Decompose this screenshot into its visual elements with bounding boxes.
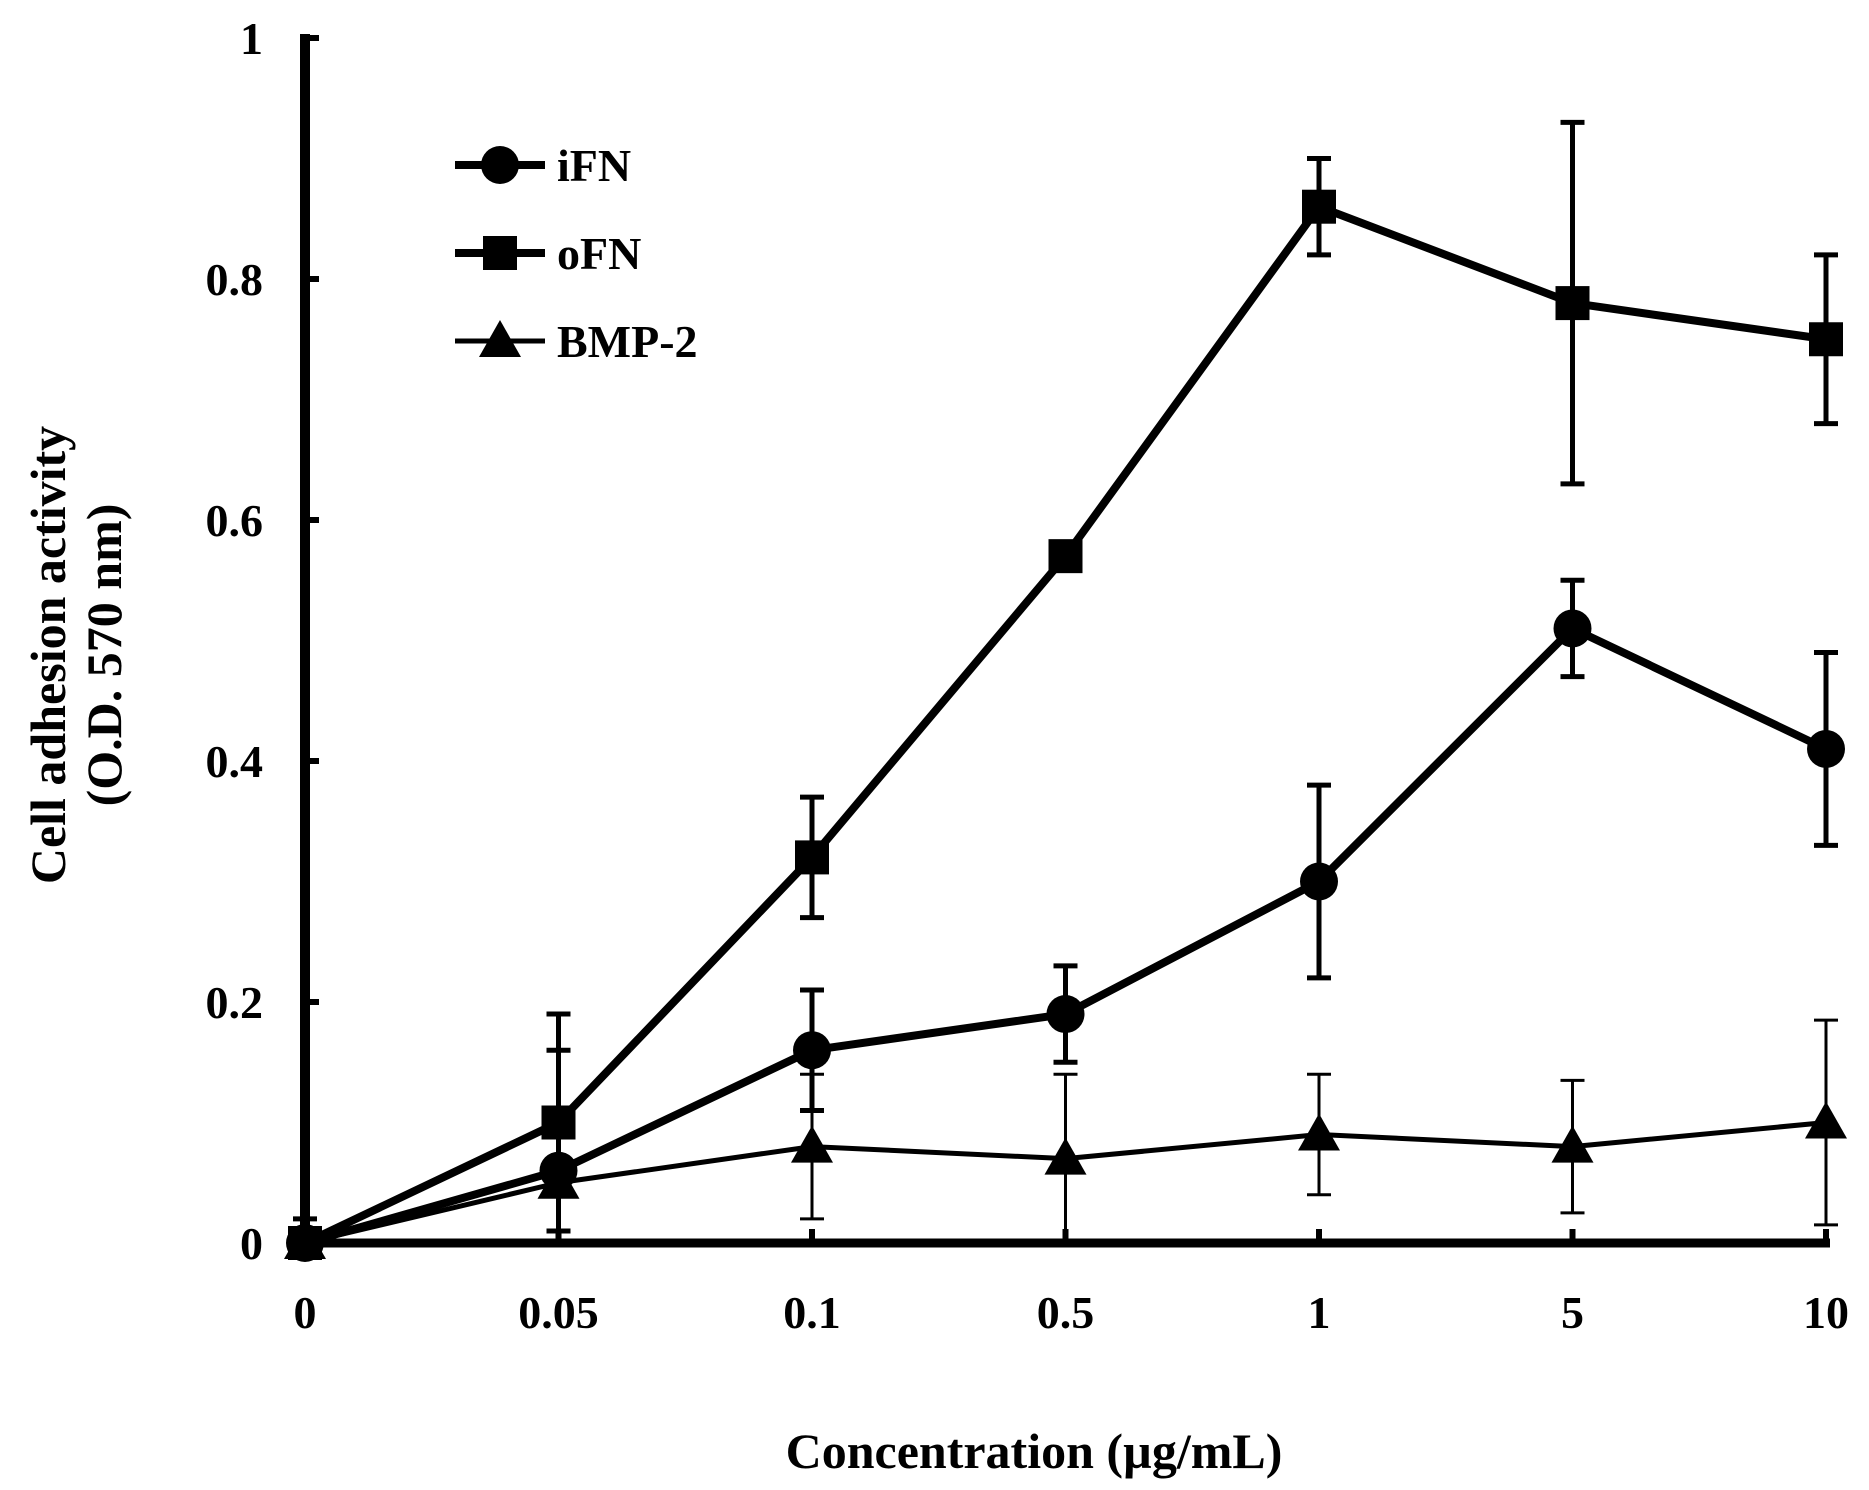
x-tick-label: 0.05 bbox=[518, 1287, 599, 1338]
x-tick-label: 5 bbox=[1561, 1287, 1584, 1338]
x-tick-label: 0 bbox=[294, 1287, 317, 1338]
ofn-point bbox=[1048, 539, 1083, 574]
y-tick-label: 0.8 bbox=[206, 254, 264, 305]
ofn-point bbox=[1555, 286, 1590, 321]
bmp-2-point bbox=[1805, 1101, 1847, 1139]
y-tick-label: 0.4 bbox=[206, 736, 264, 787]
ifn-point bbox=[793, 1031, 831, 1070]
y-tick-label: 0.2 bbox=[206, 977, 264, 1028]
legend-item-bmp-2: BMP-2 bbox=[455, 316, 698, 367]
legend-label-ofn: oFN bbox=[557, 228, 641, 279]
bmp-2-point bbox=[537, 1161, 580, 1199]
y-tick-label: 1 bbox=[240, 13, 263, 64]
bmp-2-point bbox=[791, 1125, 833, 1163]
ifn-point bbox=[1300, 862, 1338, 901]
bmp-2-point bbox=[1551, 1125, 1594, 1163]
y-axis-title: Cell adhesion activity (O.D. 570 nm) bbox=[20, 426, 132, 884]
tick-labels: 00.20.40.60.810 0.05 0.1 0.5 1 5 10 bbox=[206, 13, 1850, 1338]
ifn-point bbox=[1046, 995, 1085, 1034]
legend-label-ifn: iFN bbox=[557, 140, 631, 191]
ifn-point bbox=[1553, 609, 1592, 648]
x-tick-label: 1 bbox=[1308, 1287, 1331, 1338]
ofn-point bbox=[795, 840, 829, 875]
y-tick-label: 0.6 bbox=[206, 495, 264, 546]
bmp-2-point bbox=[1044, 1137, 1087, 1175]
legend-marker-ofn bbox=[483, 236, 517, 270]
error-bars bbox=[293, 119, 1838, 1246]
x-tick-label: 0.5 bbox=[1037, 1287, 1095, 1338]
series-markers bbox=[284, 189, 1847, 1262]
bmp-2-point bbox=[1298, 1113, 1340, 1151]
y-axis-title-line-2: (O.D. 570 nm) bbox=[76, 504, 132, 807]
x-tick-label: 0.1 bbox=[783, 1287, 841, 1338]
y-axis-title-line-1: Cell adhesion activity bbox=[20, 426, 76, 884]
legend: iFN oFN BMP-2 bbox=[455, 140, 698, 367]
legend-marker-ifn bbox=[481, 146, 519, 184]
legend-label-bmp-2: BMP-2 bbox=[557, 316, 698, 367]
x-axis-title: Concentration (µg/mL) bbox=[786, 1423, 1283, 1479]
ofn-point bbox=[541, 1105, 576, 1140]
ifn-point bbox=[1807, 729, 1845, 768]
ofn-point bbox=[1302, 189, 1336, 224]
legend-item-ofn: oFN bbox=[455, 228, 641, 279]
y-tick-label: 0 bbox=[240, 1218, 263, 1269]
legend-marker-bmp-2 bbox=[479, 320, 521, 357]
x-tick-label: 10 bbox=[1803, 1287, 1849, 1338]
bmp-2-point bbox=[284, 1222, 326, 1259]
legend-item-ifn: iFN bbox=[455, 140, 631, 191]
ofn-point bbox=[1809, 322, 1843, 357]
